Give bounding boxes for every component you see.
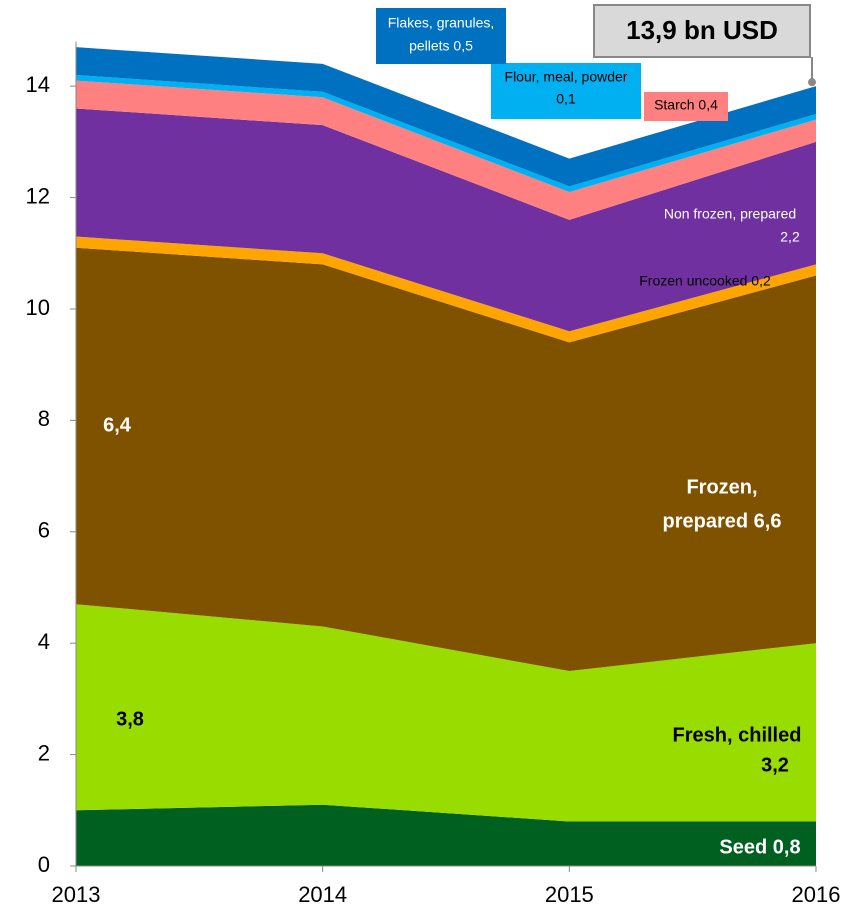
annotation: pellets 0,5	[409, 38, 473, 54]
y-tick-label: 0	[38, 852, 50, 877]
y-tick-label: 4	[38, 629, 50, 654]
area	[76, 80, 816, 220]
annotation: 3,8	[116, 708, 144, 730]
annotation: Seed 0,8	[719, 836, 800, 858]
y-tick-label: 10	[26, 295, 50, 320]
area	[76, 47, 816, 187]
x-tick-label: 2015	[545, 882, 594, 907]
x-tick-label: 2016	[792, 882, 841, 907]
annotation-box	[593, 4, 811, 58]
y-tick-label: 8	[38, 406, 50, 431]
annotation-box	[376, 8, 506, 64]
annotation: prepared 6,6	[663, 510, 782, 532]
y-tick-label: 6	[38, 518, 50, 543]
x-tick-label: 2013	[52, 882, 101, 907]
annotation: Starch 0,4	[654, 97, 718, 113]
annotation: Frozen,	[686, 476, 757, 498]
area	[76, 804, 816, 866]
area	[76, 604, 816, 822]
annotation: 13,9 bn USD	[626, 15, 778, 45]
area	[76, 247, 816, 672]
annotation: Flour, meal, powder	[505, 69, 628, 85]
annotation: Fresh, chilled	[673, 724, 802, 746]
x-tick-label: 2014	[298, 882, 347, 907]
y-tick-label: 14	[26, 72, 50, 97]
annotation-box	[644, 92, 728, 121]
area	[76, 108, 816, 332]
annotation: Flakes, granules,	[388, 15, 495, 31]
annotation: 6,4	[103, 414, 132, 436]
annotation: 2,2	[780, 229, 800, 245]
annotation: 3,2	[761, 754, 789, 776]
annotation: Non frozen, prepared	[664, 206, 796, 222]
connector-dot	[808, 78, 816, 87]
annotation-box	[491, 63, 641, 119]
annotation: Frozen uncooked 0,2	[639, 273, 771, 289]
y-tick-label: 2	[38, 740, 50, 765]
area	[76, 236, 816, 343]
y-tick-label: 12	[26, 183, 50, 208]
annotation: 0,1	[556, 91, 576, 107]
